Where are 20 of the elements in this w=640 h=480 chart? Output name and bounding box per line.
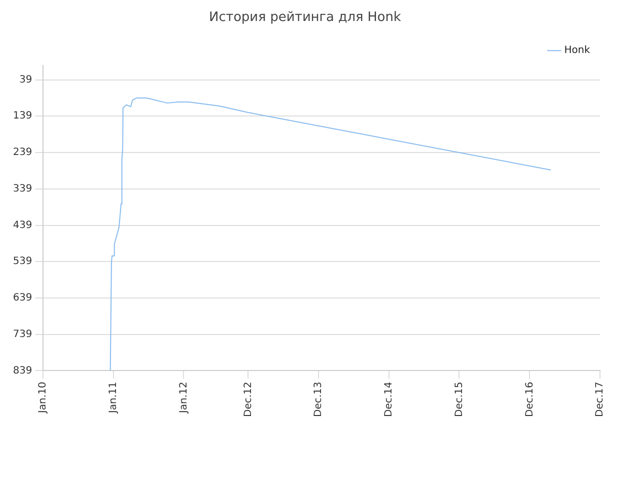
x-tick-label: Dec.13	[313, 382, 324, 418]
x-tick-label: Dec.16	[524, 382, 536, 418]
y-tick-label: 639	[12, 292, 32, 304]
x-tick-label: Jan.10	[38, 382, 49, 414]
y-tick-label: 139	[12, 110, 32, 122]
y-tick-label: 839	[12, 365, 32, 376]
x-tick-label: Jan.12	[178, 382, 190, 414]
x-tick-label: Dec.17	[594, 382, 606, 418]
y-tick-label: 239	[12, 147, 32, 158]
x-tick-label: Dec.12	[242, 382, 254, 418]
y-tick-label: 439	[12, 220, 32, 231]
y-tick-label: 39	[19, 74, 32, 86]
y-tick-label: 739	[12, 328, 32, 340]
x-tick-label: Dec.14	[383, 382, 394, 418]
legend-label: Honk	[564, 45, 590, 56]
x-tick-label: Jan.11	[108, 382, 119, 414]
y-tick-label: 539	[12, 256, 32, 268]
x-tick-label: Dec.15	[454, 382, 465, 418]
chart-title: История рейтинга для Honk	[209, 10, 402, 26]
y-tick-label: 339	[12, 183, 32, 194]
